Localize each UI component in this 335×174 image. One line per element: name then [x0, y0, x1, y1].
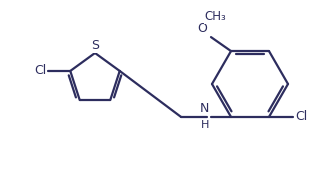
Text: CH₃: CH₃: [204, 10, 226, 23]
Text: O: O: [197, 22, 207, 35]
Text: N: N: [200, 102, 209, 115]
Text: S: S: [91, 39, 99, 52]
Text: Cl: Cl: [34, 64, 46, 77]
Text: H: H: [201, 120, 209, 130]
Text: Cl: Cl: [295, 110, 307, 123]
